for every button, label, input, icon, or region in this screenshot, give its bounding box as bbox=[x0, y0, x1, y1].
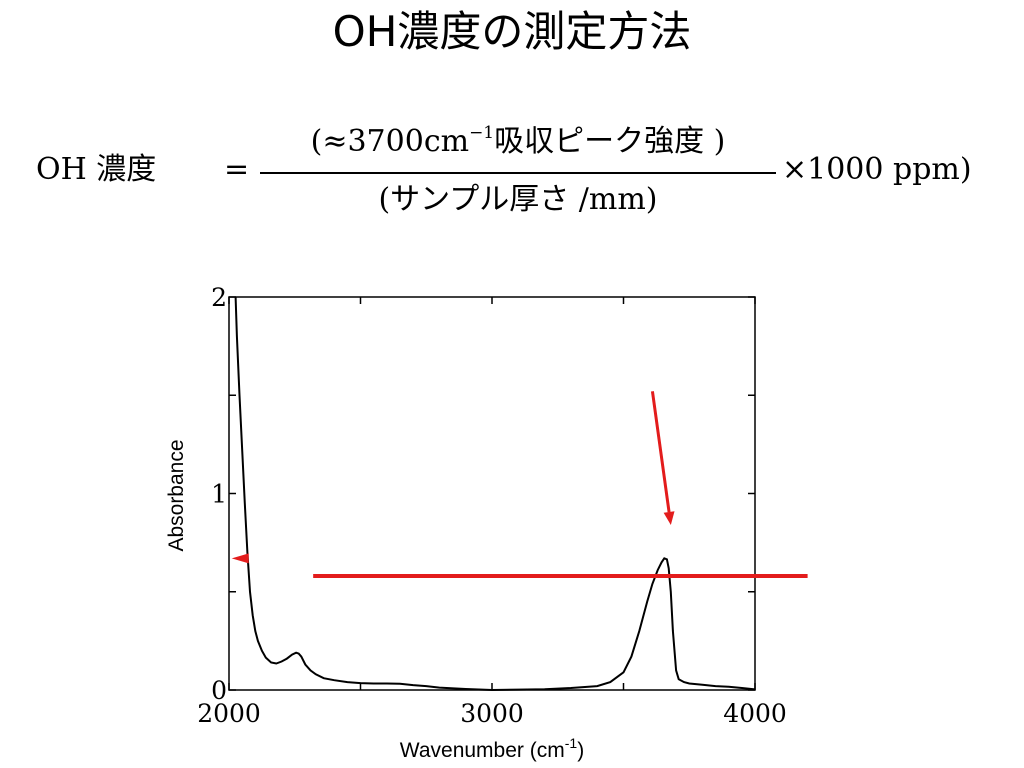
axis-tick-labels: 2000 3000 4000 0 1 2 bbox=[197, 283, 787, 728]
peak-arrow-shaft bbox=[650, 391, 671, 513]
formula-equals: = bbox=[224, 152, 250, 187]
spectrum-line bbox=[234, 296, 756, 692]
peak-arrow-head bbox=[663, 511, 675, 525]
y-tick-label: 0 bbox=[211, 676, 227, 705]
axis-ticks bbox=[228, 296, 756, 691]
slide-title: OH濃度の測定方法 bbox=[332, 7, 692, 56]
formula-multiplier: ×1000 ppm) bbox=[782, 152, 972, 187]
plot-frame bbox=[228, 296, 756, 691]
peak-height-marker bbox=[231, 553, 249, 564]
formula-numerator: (≈3700cm−1吸収ピーク強度 ) bbox=[260, 122, 776, 162]
x-axis-label-text: Wavenumber (cm bbox=[400, 739, 565, 762]
y-axis-label: Absorbance bbox=[165, 439, 188, 551]
x-tick-label: 3000 bbox=[460, 699, 524, 728]
y-tick-label: 1 bbox=[211, 480, 227, 509]
formula-denominator: (サンプル厚さ /mm) bbox=[378, 182, 658, 217]
y-tick-label: 2 bbox=[211, 283, 227, 312]
x-axis-label-close: ) bbox=[577, 739, 584, 762]
x-axis-label: Wavenumber (cm-1) bbox=[400, 735, 584, 762]
formula-lhs: OH 濃度 bbox=[36, 152, 157, 187]
x-tick-label: 2000 bbox=[197, 699, 261, 728]
x-tick-label: 4000 bbox=[723, 699, 787, 728]
x-axis-label-exponent: -1 bbox=[565, 735, 578, 751]
numerator-open: (≈3700cm bbox=[310, 124, 470, 159]
fraction-bar bbox=[260, 172, 776, 174]
numerator-close: 吸収ピーク強度 ) bbox=[494, 124, 726, 159]
numerator-exponent: −1 bbox=[469, 123, 495, 143]
oh-concentration-formula: OH 濃度 = (≈3700cm−1吸収ピーク強度 ) (サンプル厚さ /mm)… bbox=[0, 112, 1024, 232]
